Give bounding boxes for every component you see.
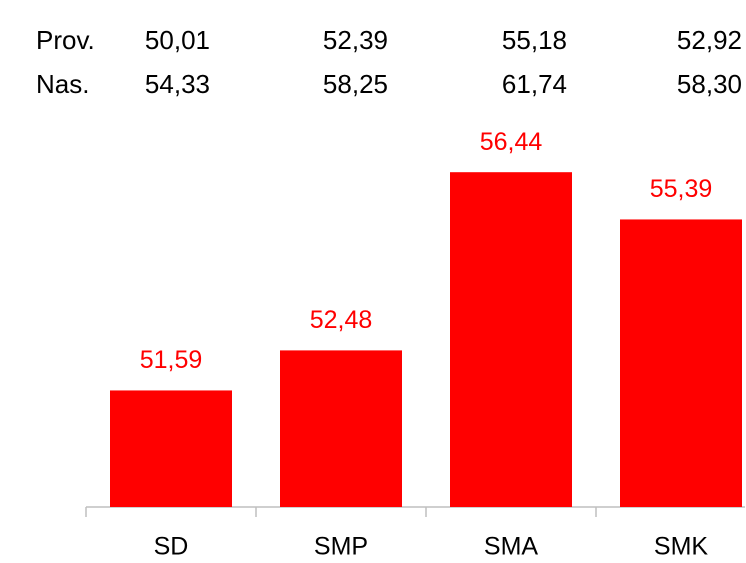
row-label: Nas. <box>36 69 89 99</box>
x-tick-label: SD <box>154 533 189 561</box>
row-value: 54,33 <box>145 69 210 99</box>
x-tick-label: SMP <box>314 533 368 561</box>
row-value: 52,92 <box>677 25 742 55</box>
row-value: 58,30 <box>677 69 742 99</box>
row-value: 58,25 <box>323 69 388 99</box>
row-value: 61,74 <box>502 69 567 99</box>
data-label: 52,48 <box>310 306 373 334</box>
row-label: Prov. <box>36 25 95 55</box>
bar <box>450 172 572 507</box>
bar <box>110 390 232 507</box>
row-value: 50,01 <box>145 25 210 55</box>
data-label: 56,44 <box>480 128 543 156</box>
x-tick-label: SMA <box>484 533 539 561</box>
data-label: 51,59 <box>140 346 203 374</box>
data-label: 55,39 <box>650 175 713 203</box>
bar <box>280 350 402 507</box>
row-value: 55,18 <box>502 25 567 55</box>
row-value: 52,39 <box>323 25 388 55</box>
x-tick-label: SMK <box>654 533 709 561</box>
bar <box>620 219 742 507</box>
